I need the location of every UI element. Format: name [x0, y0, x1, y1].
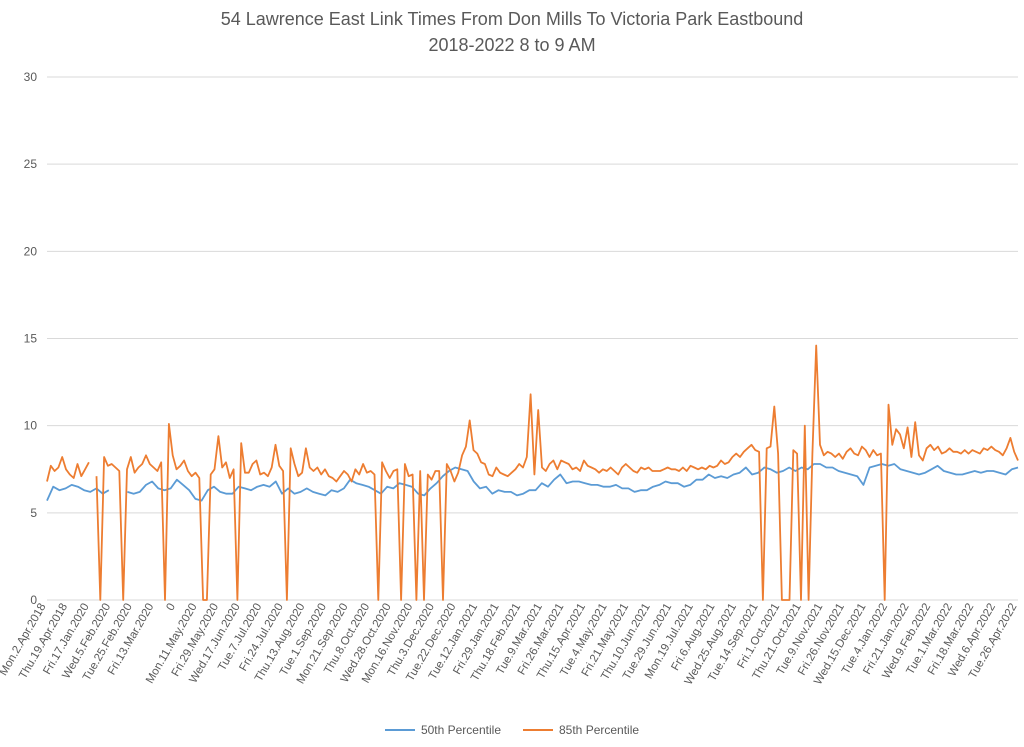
y-tick-label: 30	[24, 70, 38, 84]
legend-label-p85: 85th Percentile	[559, 723, 640, 737]
series-line-p85	[46, 344, 1019, 601]
y-tick-label: 25	[24, 157, 38, 171]
chart-title-line-1: 54 Lawrence East Link Times From Don Mil…	[220, 9, 804, 29]
chart-title-line-2: 2018-2022 8 to 9 AM	[428, 35, 596, 55]
series-line-p50	[46, 463, 1019, 502]
legend-swatch-p85	[523, 729, 553, 731]
gridlines	[47, 76, 1018, 601]
legend-swatch-p50	[384, 729, 415, 731]
legend: 50th Percentile 85th Percentile	[0, 723, 1024, 737]
y-tick-label: 20	[24, 244, 38, 258]
y-tick-label: 10	[24, 419, 38, 433]
x-tick-label: 0	[164, 602, 178, 614]
y-tick-label: 5	[30, 506, 37, 520]
x-axis-ticks: Mon.2.Apr.2018Thu.19.Apr.2018Fri.17.Jan.…	[0, 601, 1020, 687]
series-lines	[46, 344, 1019, 601]
y-tick-label: 0	[30, 593, 37, 607]
y-axis-ticks: 0 5 10 15 20 25 30	[24, 70, 38, 607]
legend-item-p50: 50th Percentile	[384, 723, 501, 737]
legend-label-p50: 50th Percentile	[420, 723, 501, 737]
legend-item-p85: 85th Percentile	[523, 723, 639, 737]
y-tick-label: 15	[24, 332, 38, 346]
